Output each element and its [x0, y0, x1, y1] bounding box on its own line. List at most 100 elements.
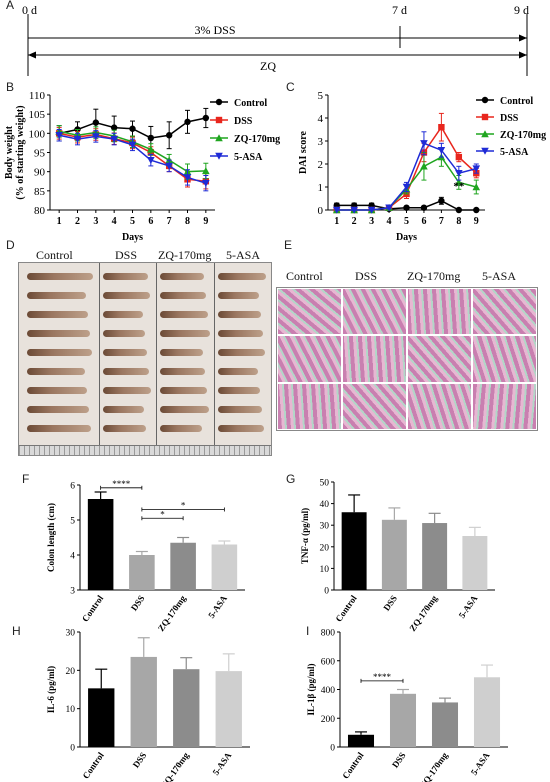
x-axis-label: Days: [122, 232, 143, 243]
colon-specimen: [27, 311, 88, 318]
y-tick-label: 0: [330, 744, 335, 754]
legend-marker: [481, 96, 489, 104]
x-tick-label: Control: [333, 593, 359, 624]
data-point: [129, 125, 136, 132]
data-point: [184, 118, 191, 126]
y-tick-label: 95: [34, 148, 46, 160]
colon-specimen: [218, 387, 260, 394]
data-point: [92, 119, 100, 126]
histology-tile: [472, 335, 537, 383]
bar-control: [88, 688, 115, 747]
body-weight-chart: 80 85 90 95 100 105 110 1 2 3 4 5 6 7 8 9 Days Body weigh…: [4, 90, 280, 243]
legend-marker: [215, 116, 223, 124]
timeline-mid-label: 7 d: [392, 3, 407, 17]
colon-specimen: [160, 349, 203, 356]
y-tick-label: 800: [321, 629, 336, 639]
colon-specimen: [160, 387, 207, 394]
colon-specimen: [103, 330, 145, 337]
x-tick-label: Control: [80, 593, 106, 624]
panel-g-chart: G 0 10 20 30 40 50 TNF-α (pg/ml) Control DSS ZQ-1…: [280, 470, 550, 633]
data-point: [202, 179, 210, 187]
bar-5-asa: [211, 544, 238, 590]
colon-specimen: [27, 387, 87, 394]
y-tick-label: 85: [34, 186, 46, 198]
x-tick-label: Control: [340, 750, 366, 781]
y-tick-label: 80: [34, 205, 46, 217]
y-tick-label: 600: [321, 657, 336, 667]
x-tick-label: 5-ASA: [206, 593, 229, 620]
histology-tile: [277, 288, 342, 336]
y-tick-label: 0: [318, 205, 324, 217]
data-point: [55, 132, 63, 140]
x-tick-label: 8: [456, 216, 461, 227]
il6-chart: 0 10 20 30 IL-6 (pg/ml) Control DSS ZQ-170mg 5-A…: [46, 629, 250, 782]
panel-c-chart: C 0 1 2 3 4 5 1 2 3 4 5 6 7 8 9 Days DAI score Control DSS…: [280, 80, 550, 245]
timeline-zq-arrow-right: [519, 51, 527, 59]
data-point: [202, 114, 210, 122]
bar-5-asa: [462, 536, 488, 590]
y-axis-label: IL-1β (pg/ml): [306, 664, 316, 716]
data-point: [385, 204, 393, 212]
legend-label: Control: [500, 96, 533, 107]
histology-header-dss: DSS: [355, 269, 378, 283]
panel-label-f: F: [22, 472, 30, 486]
y-tick-label: 4: [318, 113, 324, 125]
data-point: [437, 147, 446, 154]
data-point: [455, 170, 463, 177]
legend-label: DSS: [500, 113, 519, 124]
colon-specimen: [218, 425, 264, 432]
x-tick-label: 4: [112, 216, 117, 227]
x-tick-label: 7: [439, 216, 444, 227]
colon-specimen: [160, 368, 205, 375]
x-tick-label: 1: [57, 216, 62, 227]
bar-zq-170mg: [173, 669, 200, 747]
x-tick-label: 5: [130, 216, 135, 227]
panel-label-i: I: [306, 624, 310, 638]
colon-specimen: [218, 273, 266, 280]
data-point: [73, 135, 82, 143]
bar-zq-170mg: [431, 702, 459, 747]
colon-specimen: [27, 425, 91, 432]
colon-header-control: Control: [36, 248, 73, 262]
colon-specimen: [27, 273, 93, 280]
y-tick-label: 4: [70, 552, 75, 562]
x-tick-label: 5-ASA: [469, 750, 492, 777]
y-tick-label: 2: [318, 159, 324, 171]
histology-tile: [472, 382, 537, 430]
legend-marker: [215, 98, 223, 106]
colon-specimen: [27, 406, 89, 413]
x-tick-label: 4: [387, 216, 392, 227]
colon-specimen: [27, 292, 86, 299]
histology-header-zq-170mg: ZQ-170mg: [407, 269, 461, 283]
colon-specimen: [160, 425, 202, 432]
significance-label: ****: [373, 672, 392, 682]
data-point: [92, 133, 100, 141]
data-point: [202, 167, 210, 175]
panel-label-b: B: [6, 80, 15, 94]
colon-specimen: [103, 368, 149, 375]
timeline-dss-label: 3% DSS: [194, 23, 235, 37]
histology-tile: [342, 382, 407, 430]
panel-label-g: G: [286, 472, 296, 486]
panel-label-h: H: [12, 624, 21, 638]
colon-specimen: [218, 330, 263, 337]
y-axis-label: DAI score: [298, 131, 309, 174]
y-tick-label: 5: [70, 517, 75, 527]
x-tick-label: 6: [148, 216, 153, 227]
y-axis-label: Body weight: [4, 125, 15, 179]
histology-tile: [407, 288, 472, 336]
bar-dss: [389, 693, 417, 747]
legend-label: 5-ASA: [234, 152, 263, 163]
colon-header-zq-170mg: ZQ-170mg: [158, 248, 212, 262]
data-point: [147, 134, 155, 142]
colon-specimen: [103, 425, 146, 432]
panel-a-timeline: A 0 d 7 d 9 d 3% DSS ZQ: [0, 0, 550, 78]
data-point: [128, 141, 137, 149]
colon-specimen: [160, 273, 204, 280]
legend-label: 5-ASA: [500, 147, 529, 158]
legend-marker: [215, 134, 223, 142]
x-tick-label: DSS: [381, 593, 399, 612]
data-point: [165, 132, 173, 139]
